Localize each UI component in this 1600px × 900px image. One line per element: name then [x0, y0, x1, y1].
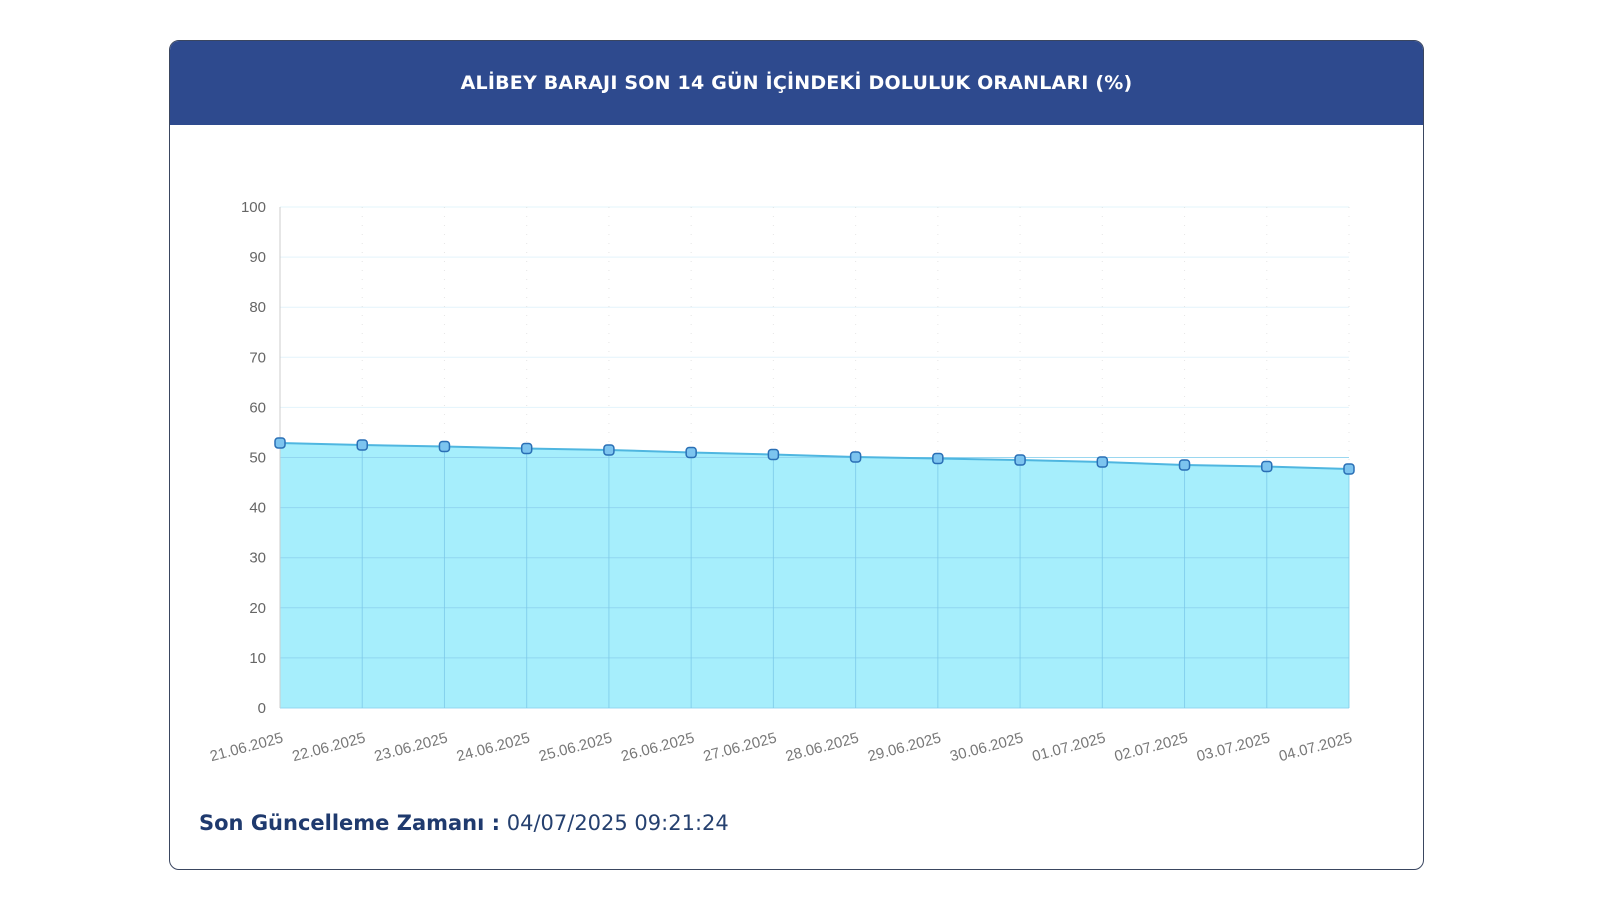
data-point — [603, 444, 615, 456]
y-tick-label: 30 — [249, 550, 266, 567]
last-update-label: Son Güncelleme Zamanı : — [199, 811, 501, 835]
last-update: Son Güncelleme Zamanı : 04/07/2025 09:21… — [199, 811, 729, 835]
x-tick-label: 30.06.2025 — [948, 729, 1025, 765]
x-tick-label: 02.07.2025 — [1113, 729, 1190, 765]
y-tick-label: 100 — [241, 199, 266, 216]
y-tick-label: 80 — [249, 299, 266, 316]
data-point — [685, 446, 697, 459]
chart-area: 0 10 20 30 40 50 60 70 80 90 100 21.06.2025 22.06.20… — [170, 125, 1423, 785]
data-point — [1343, 463, 1355, 475]
data-point — [1178, 459, 1191, 471]
y-tick-label: 10 — [249, 650, 266, 667]
last-update-value: 04/07/2025 09:21:24 — [506, 811, 729, 835]
data-point — [520, 442, 533, 455]
x-tick-label: 04.07.2025 — [1277, 729, 1354, 765]
y-tick-label: 60 — [249, 399, 266, 416]
y-tick-label: 0 — [258, 700, 266, 717]
y-tick-label: 40 — [249, 500, 266, 517]
x-tick-label: 01.07.2025 — [1030, 729, 1107, 765]
area-chart: 0 10 20 30 40 50 60 70 80 90 100 21.06.2025 22.06.20… — [208, 199, 1355, 765]
x-tick-label: 23.06.2025 — [373, 729, 450, 765]
data-point — [356, 439, 368, 451]
x-tick-label: 25.06.2025 — [537, 729, 614, 765]
x-tick-label: 24.06.2025 — [455, 729, 532, 765]
y-tick-label: 20 — [249, 600, 266, 617]
data-point — [767, 448, 780, 461]
data-point — [1261, 460, 1273, 473]
y-tick-label: 70 — [249, 349, 266, 366]
chart-card: ALİBEY BARAJI SON 14 GÜN İÇİNDEKİ DOLULU… — [169, 40, 1424, 870]
data-point — [1014, 454, 1026, 466]
x-tick-label: 27.06.2025 — [702, 729, 779, 765]
area-fill — [280, 442, 1349, 708]
data-point — [932, 452, 944, 465]
x-tick-label: 29.06.2025 — [866, 729, 943, 765]
data-point — [274, 437, 286, 449]
card-header: ALİBEY BARAJI SON 14 GÜN İÇİNDEKİ DOLULU… — [170, 41, 1423, 125]
x-tick-label: 21.06.2025 — [208, 729, 285, 765]
x-tick-label: 22.06.2025 — [290, 729, 367, 765]
y-tick-label: 50 — [249, 450, 266, 467]
x-tick-label: 28.06.2025 — [784, 729, 861, 765]
series-line — [279, 441, 1350, 471]
chart-title: ALİBEY BARAJI SON 14 GÜN İÇİNDEKİ DOLULU… — [460, 72, 1133, 94]
data-point — [438, 440, 451, 453]
data-point — [849, 451, 862, 463]
data-point — [1096, 456, 1109, 468]
y-tick-label: 90 — [249, 249, 266, 266]
x-tick-label: 26.06.2025 — [619, 729, 696, 765]
x-tick-label: 03.07.2025 — [1195, 729, 1272, 765]
